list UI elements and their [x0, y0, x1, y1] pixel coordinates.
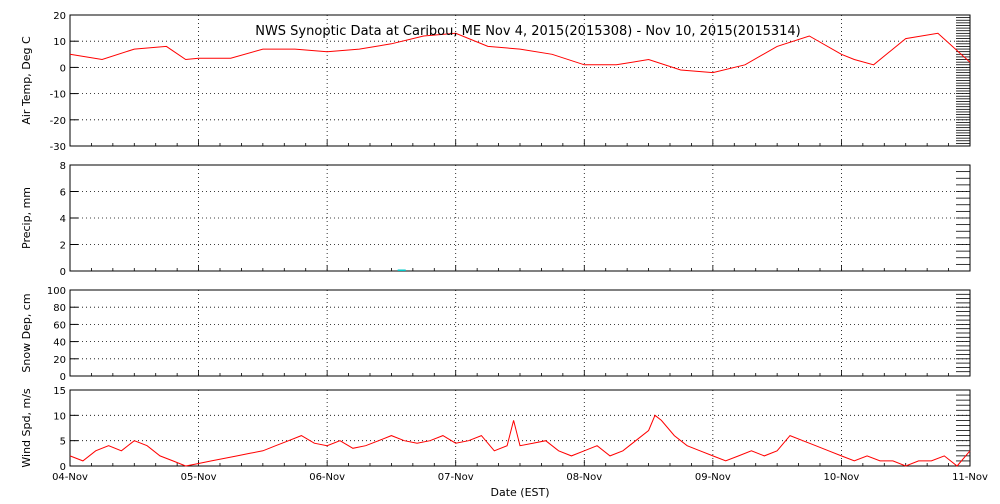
y-tick-label: 40 [53, 338, 66, 349]
y-tick-label: 15 [53, 386, 66, 397]
y-tick-label: 8 [60, 161, 66, 172]
y-tick-label: 100 [47, 286, 66, 297]
temperature-series-line [69, 32, 971, 74]
y-axis-label: Wind Spd, m/s [20, 388, 33, 468]
x-tick-label: 06-Nov [309, 472, 345, 483]
y-tick-label: 20 [53, 11, 66, 22]
y-tick-label: 6 [60, 188, 66, 199]
y-tick-label: -20 [50, 116, 66, 127]
y-axis-label: Precip, mm [20, 187, 33, 249]
y-tick-label: 60 [53, 320, 66, 331]
y-tick-label: 2 [60, 241, 66, 252]
y-tick-label: 20 [53, 355, 66, 366]
y-tick-label: 5 [60, 437, 66, 448]
y-axis-label: Air Temp, Deg C [20, 36, 33, 125]
precip-bar [397, 269, 406, 271]
y-tick-label: 0 [60, 267, 66, 278]
y-tick-label: -10 [50, 90, 66, 101]
x-tick-label: 08-Nov [566, 472, 602, 483]
wind-speed-series-line [69, 414, 971, 467]
x-tick-label: 05-Nov [181, 472, 217, 483]
x-axis-label: Date (EST) [490, 486, 549, 499]
x-tick-label: 04-Nov [52, 472, 88, 483]
y-tick-label: 10 [53, 37, 66, 48]
y-tick-label: -30 [50, 142, 66, 153]
y-tick-label: 80 [53, 303, 66, 314]
y-tick-label: 0 [60, 462, 66, 473]
y-tick-label: 4 [60, 214, 66, 225]
x-tick-label: 09-Nov [695, 472, 731, 483]
y-axis-label: Snow Dep, cm [20, 293, 33, 372]
x-tick-label: 07-Nov [438, 472, 474, 483]
y-tick-label: 0 [60, 63, 66, 74]
panel-frame [69, 289, 971, 377]
panel-frame [69, 389, 971, 467]
x-tick-label: 11-Nov [952, 472, 988, 483]
y-tick-label: 0 [60, 372, 66, 383]
chart-title: NWS Synoptic Data at Caribou, ME Nov 4, … [255, 24, 801, 39]
x-tick-label: 10-Nov [823, 472, 859, 483]
y-tick-label: 10 [53, 411, 66, 422]
